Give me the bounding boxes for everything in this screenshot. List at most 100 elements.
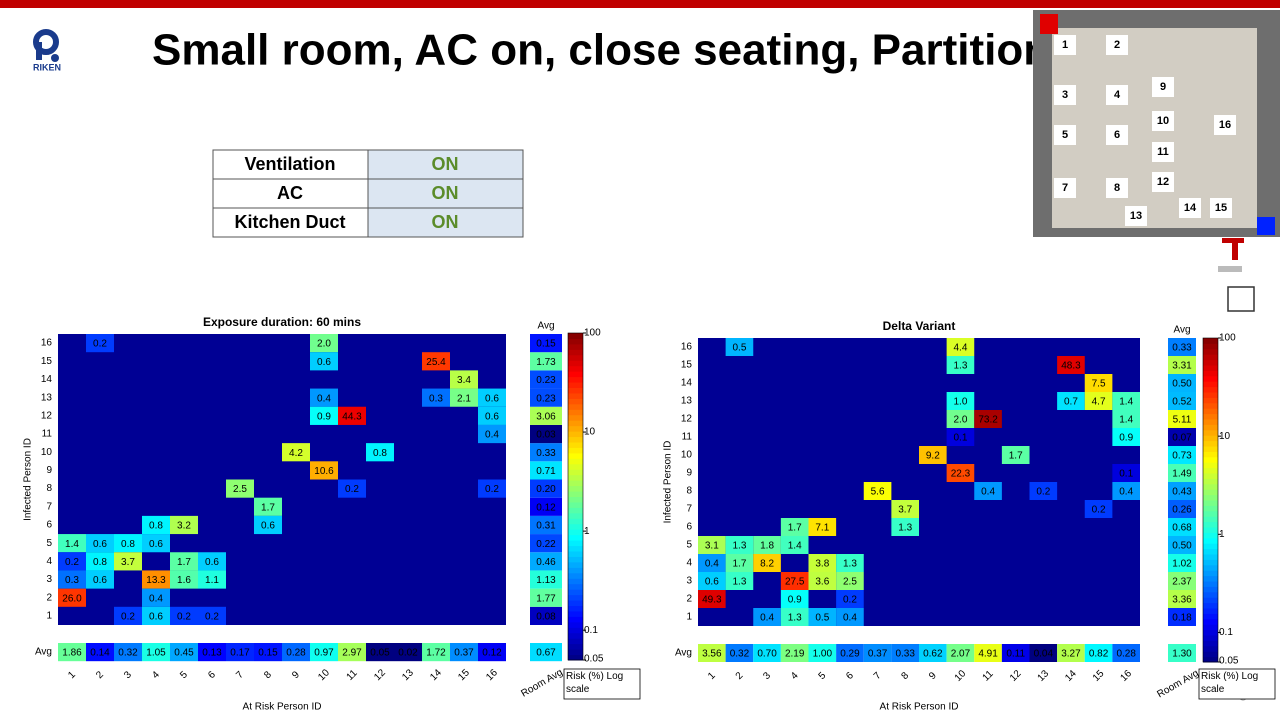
heat-cell xyxy=(86,552,114,571)
row-avg-label: 1.49 xyxy=(1172,469,1192,480)
seat-label-bg xyxy=(1106,178,1128,198)
y-axis-label: Infected Person ID xyxy=(663,441,674,524)
row-avg-cell xyxy=(530,552,562,571)
y-axis-label: Infected Person ID xyxy=(23,438,34,521)
colorbar-label-wrap: Risk (%) Log scale xyxy=(1201,671,1258,695)
heat-cell xyxy=(698,590,726,608)
table-cell xyxy=(367,149,524,180)
cell-label: 27.5 xyxy=(785,577,805,588)
heat-cell xyxy=(946,464,975,482)
cell-label: 1.4 xyxy=(788,541,802,552)
colorbar-segment xyxy=(1203,440,1218,447)
cell-label: 0.4 xyxy=(485,430,499,441)
colorbar-segment xyxy=(568,567,583,574)
cell-label: 2.5 xyxy=(843,577,857,588)
row-avg-cell xyxy=(530,497,562,516)
col-avg-label: 3.27 xyxy=(1061,649,1081,660)
row-avg-label: 0.23 xyxy=(536,393,556,404)
colorbar-segment xyxy=(568,594,583,601)
y-tick-label: 12 xyxy=(681,414,693,425)
row-avg-cell xyxy=(1168,572,1196,590)
colorbar-segment xyxy=(568,382,583,388)
room-avg-cell xyxy=(1168,644,1196,662)
seat-label: 13 xyxy=(1130,210,1142,222)
heat-cell xyxy=(170,606,198,625)
colorbar-segment xyxy=(1203,370,1218,377)
logo-text: RIKEN xyxy=(33,62,61,72)
cell-label: 10.6 xyxy=(314,466,334,477)
x-tick-label: 11 xyxy=(981,668,996,683)
y-tick-label: 16 xyxy=(41,338,53,349)
colorbar-segment xyxy=(568,485,583,492)
heat-cell xyxy=(836,608,864,626)
col-avg-cell xyxy=(338,643,366,662)
y-tick-label: 9 xyxy=(46,465,52,476)
y-tick-label: 14 xyxy=(681,378,693,389)
colorbar-segment xyxy=(1203,516,1218,523)
seat-label-bg xyxy=(1214,115,1236,135)
colorbar-segment xyxy=(568,627,583,634)
cell-label: 0.6 xyxy=(93,539,107,550)
row-avg-label: 0.23 xyxy=(536,375,556,386)
x-tick-label: 12 xyxy=(1008,668,1024,684)
y-tick-label: 16 xyxy=(681,342,693,353)
colorbar-segment xyxy=(568,512,583,519)
cell-label: 0.8 xyxy=(149,521,163,532)
x-tick-label: 2 xyxy=(94,669,106,681)
x-tick-label: 6 xyxy=(844,670,856,682)
logo-mark xyxy=(1222,238,1244,243)
cell-label: 0.3 xyxy=(65,575,79,586)
row-avg-cell xyxy=(1168,428,1196,446)
cell-label: 2.0 xyxy=(317,339,331,350)
col-avg-label: 0.37 xyxy=(454,648,474,659)
cell-label: 0.2 xyxy=(1036,487,1050,498)
cell-label: 1.1 xyxy=(205,575,219,586)
heat-cell xyxy=(753,554,781,572)
colorbar-segment xyxy=(1203,467,1218,474)
heat-cell xyxy=(808,518,837,536)
cell-label: 0.2 xyxy=(65,557,79,568)
cell-label: 0.6 xyxy=(485,411,499,422)
heat-cell xyxy=(422,388,450,407)
colorbar-frame xyxy=(567,332,584,661)
y-tick-label: 6 xyxy=(686,522,692,533)
colorbar-segment xyxy=(568,507,583,514)
row-avg-label: 0.50 xyxy=(1172,541,1192,552)
y-tick-label: 3 xyxy=(686,576,692,587)
x-tick-label: 16 xyxy=(484,667,500,683)
heat-cell xyxy=(725,554,754,572)
heat-cell xyxy=(891,500,919,518)
row-avg-label: 0.68 xyxy=(1172,523,1192,534)
cell-label: 0.4 xyxy=(317,393,331,404)
col-avg-label: 0.12 xyxy=(482,648,502,659)
colorbar-frame xyxy=(1202,337,1219,663)
colorbar-segment xyxy=(568,349,583,356)
row-avg-cell xyxy=(530,515,562,535)
row-avg-cell xyxy=(1168,500,1196,518)
col-avg-label: 2.19 xyxy=(785,649,805,660)
col-avg-cell xyxy=(919,644,947,662)
heat-cell xyxy=(86,534,114,553)
colorbar-segment xyxy=(568,414,583,421)
col-avg-label: 0.45 xyxy=(174,648,194,659)
colorbar-segment xyxy=(1203,651,1218,658)
cell-label: 0.4 xyxy=(843,613,857,624)
heat-cell xyxy=(836,590,864,608)
row-avg-cell xyxy=(530,443,562,462)
logo-dot xyxy=(51,54,59,62)
cell-label: 8.2 xyxy=(760,559,774,570)
col-avg-cell xyxy=(58,643,86,662)
row-avg-cell xyxy=(530,606,562,625)
colorbar-segment xyxy=(1203,397,1218,404)
heat-cell xyxy=(310,352,338,371)
cell-label: 0.4 xyxy=(1119,487,1133,498)
col-avg-cell xyxy=(725,644,754,662)
col-avg-cell xyxy=(422,643,450,662)
heat-cell xyxy=(58,552,86,571)
room-avg-value: 0.67 xyxy=(536,648,556,659)
row-avg-cell xyxy=(1168,356,1196,374)
cell-label: 3.8 xyxy=(815,559,829,570)
heat-cell xyxy=(310,406,338,425)
seat-label-bg xyxy=(1125,206,1147,226)
